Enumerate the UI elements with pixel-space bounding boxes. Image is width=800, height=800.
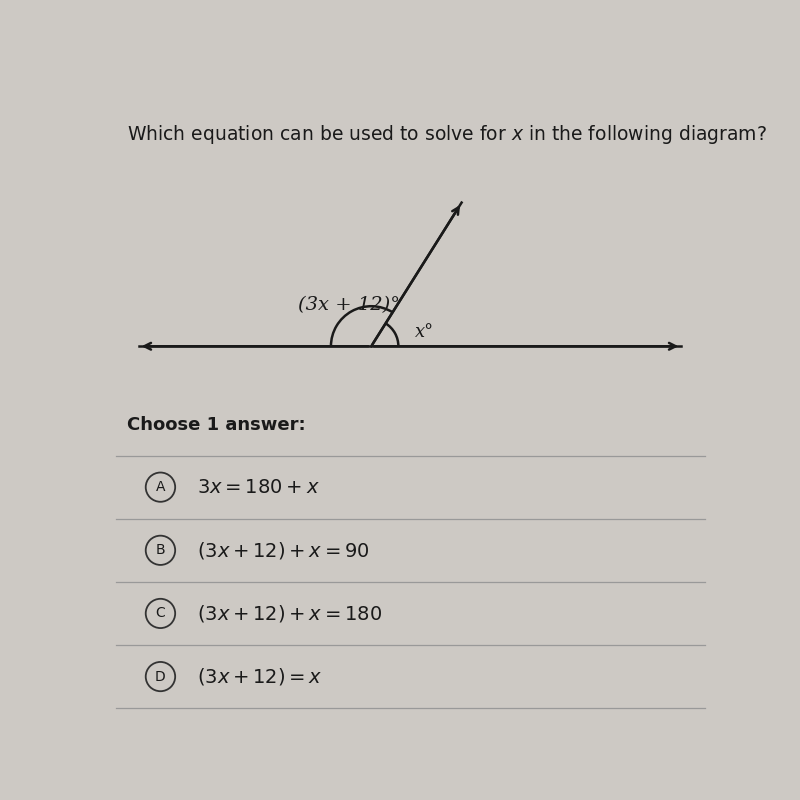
- Text: $(3x + 12) + x = 180$: $(3x + 12) + x = 180$: [197, 603, 382, 624]
- Text: D: D: [155, 670, 166, 683]
- Text: $(3x + 12) = x$: $(3x + 12) = x$: [197, 666, 322, 687]
- Text: C: C: [155, 606, 166, 621]
- Text: Choose 1 answer:: Choose 1 answer:: [127, 415, 306, 434]
- Text: $(3x + 12) + x = 90$: $(3x + 12) + x = 90$: [197, 540, 370, 561]
- Text: A: A: [156, 480, 165, 494]
- Text: B: B: [156, 543, 166, 558]
- Text: $3x = 180 + x$: $3x = 180 + x$: [197, 478, 320, 497]
- Text: Which equation can be used to solve for $x$ in the following diagram?: Which equation can be used to solve for …: [127, 123, 767, 146]
- Text: (3x + 12)°: (3x + 12)°: [298, 296, 400, 314]
- Text: x°: x°: [415, 323, 434, 342]
